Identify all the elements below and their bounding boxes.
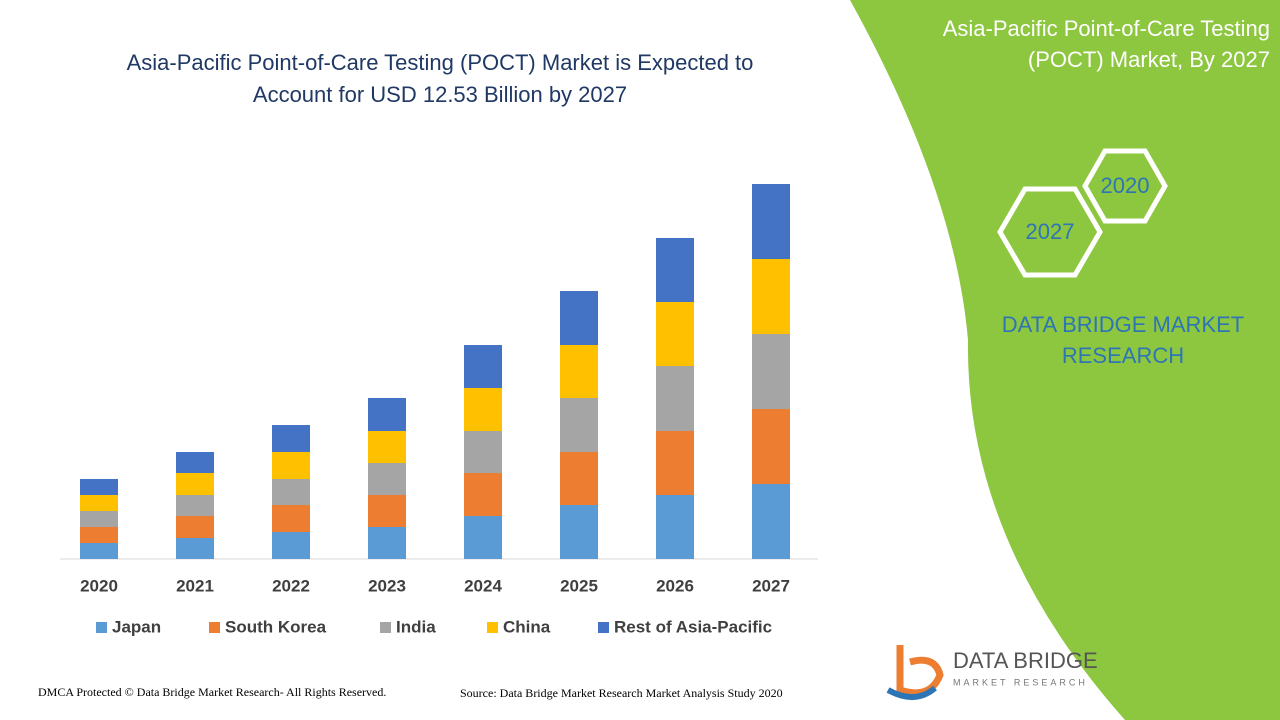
bar-segment (464, 345, 502, 388)
hex-label: 2020 (1101, 173, 1150, 198)
bar-segment (752, 484, 790, 559)
bar-segment (464, 516, 502, 559)
logo: DATA BRIDGE MARKET RESEARCH (886, 645, 1098, 700)
bar-segment (560, 291, 598, 345)
bar-segment (656, 431, 694, 495)
bar-segment (176, 495, 214, 516)
legend-label: Rest of Asia-Pacific (614, 617, 772, 636)
bar-segment (176, 452, 214, 473)
bar-segment (80, 495, 118, 511)
footer-right: Source: Data Bridge Market Research Mark… (460, 686, 783, 700)
brand-text: RESEARCH (1062, 343, 1184, 368)
bar-segment (368, 527, 406, 559)
bar-segment (272, 425, 310, 452)
x-tick-label: 2021 (176, 576, 214, 595)
legend-label: Japan (112, 617, 161, 636)
bar-segment (272, 479, 310, 505)
logo-mark (886, 685, 937, 700)
bar-segment (656, 238, 694, 302)
x-tick-label: 2026 (656, 576, 694, 595)
bar-segment (272, 505, 310, 532)
bar-segment (80, 527, 118, 543)
chart-title: Account for USD 12.53 Billion by 2027 (253, 82, 627, 107)
panel-title: (POCT) Market, By 2027 (1028, 47, 1270, 72)
bar-segment (656, 366, 694, 431)
bar-segment (176, 538, 214, 559)
bar-segment (464, 388, 502, 431)
hexagon (1082, 148, 1168, 224)
x-tick-label: 2025 (560, 576, 598, 595)
bar-segment (368, 431, 406, 463)
bar-segment (464, 473, 502, 516)
bar-segment (368, 398, 406, 431)
bar-segment (560, 505, 598, 559)
bar-segment (272, 452, 310, 479)
bar-segment (560, 452, 598, 505)
legend-swatch (96, 622, 107, 633)
bar-segment (80, 543, 118, 559)
brand-text: DATA BRIDGE MARKET (1002, 312, 1244, 337)
x-tick-label: 2023 (368, 576, 406, 595)
bar-segment (80, 511, 118, 527)
x-tick-label: 2020 (80, 576, 118, 595)
chart-title: Asia-Pacific Point-of-Care Testing (POCT… (127, 50, 754, 75)
bar-segment (272, 532, 310, 559)
legend-label: India (396, 617, 436, 636)
bar-segment (656, 495, 694, 559)
x-tick-label: 2024 (464, 576, 502, 595)
bar-segment (80, 479, 118, 495)
bar-segment (752, 334, 790, 409)
legend-swatch (380, 622, 391, 633)
bar-segment (176, 516, 214, 538)
bar-segment (464, 431, 502, 473)
bar-segment (368, 495, 406, 527)
bar-segment (656, 302, 694, 366)
legend-swatch (598, 622, 609, 633)
legend-label: South Korea (225, 617, 327, 636)
bar-segment (368, 463, 406, 495)
bar-segment (560, 345, 598, 398)
logo-tagline: MARKET RESEARCH (953, 677, 1088, 687)
bar-segment (752, 259, 790, 334)
bar-segment (176, 473, 214, 495)
green-panel (850, 0, 1280, 720)
panel-title: Asia-Pacific Point-of-Care Testing (943, 16, 1270, 41)
legend-swatch (209, 622, 220, 633)
bar-segment (752, 409, 790, 484)
x-tick-label: 2022 (272, 576, 310, 595)
logo-name: DATA BRIDGE (953, 648, 1098, 673)
hexagon (997, 186, 1103, 278)
legend-swatch (487, 622, 498, 633)
bar-segment (752, 184, 790, 259)
legend-label: China (503, 617, 551, 636)
hex-label: 2027 (1026, 219, 1075, 244)
footer-left: DMCA Protected © Data Bridge Market Rese… (38, 685, 386, 699)
bar-segment (560, 398, 598, 452)
logo-mark (896, 645, 944, 697)
x-tick-label: 2027 (752, 576, 790, 595)
